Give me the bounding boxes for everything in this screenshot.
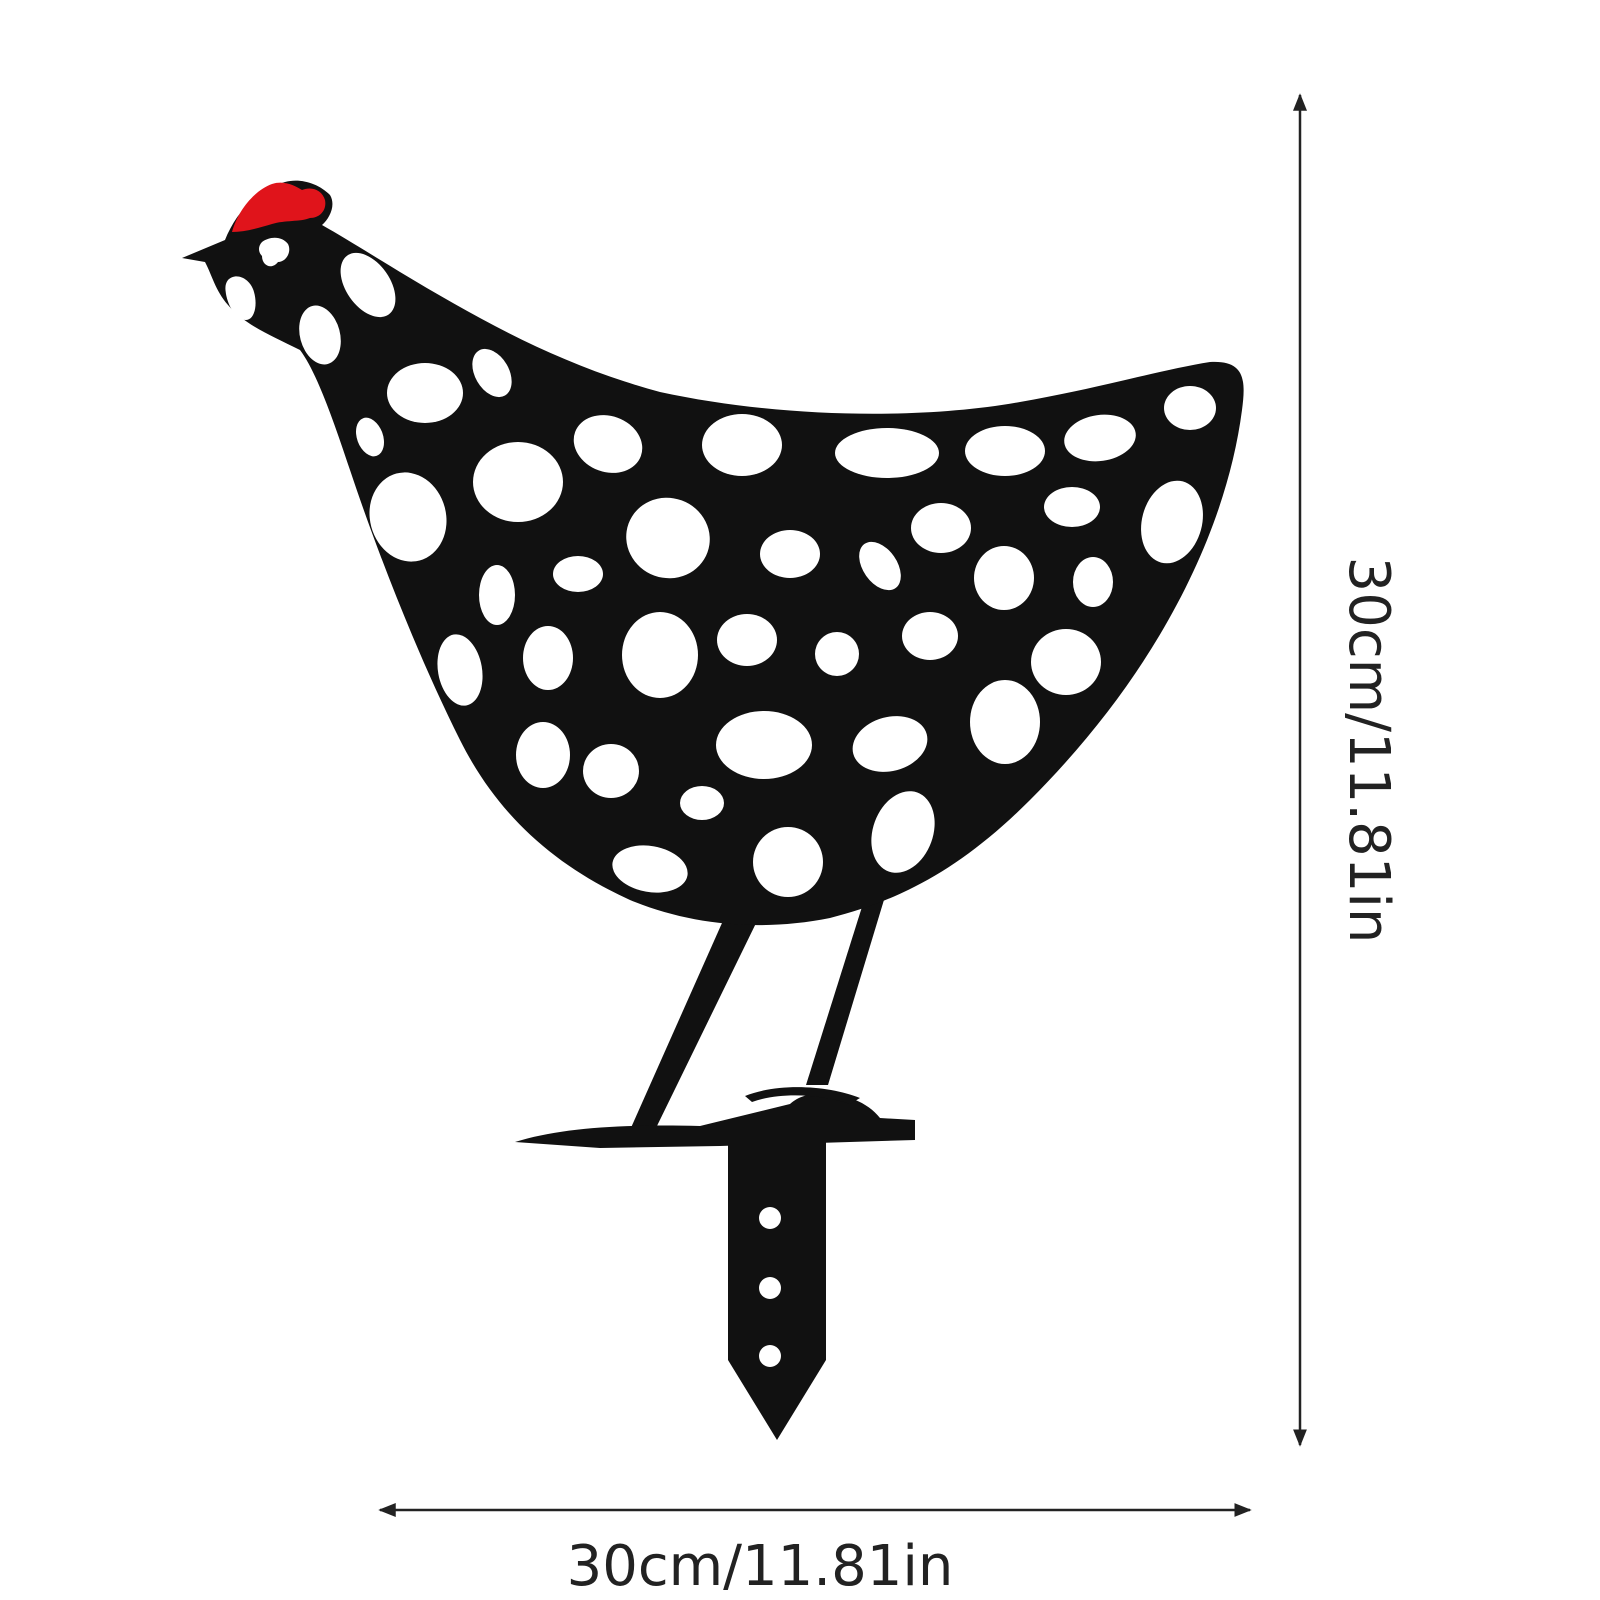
stake-hole — [759, 1207, 781, 1229]
chicken-leg-right — [806, 875, 890, 1085]
height-dimension-label: 30cm/11.81in — [1336, 557, 1401, 944]
chicken-wattle-hole — [225, 276, 256, 320]
chicken-leg-left — [630, 905, 760, 1130]
chicken-base — [515, 1093, 915, 1148]
chicken-silhouette-icon — [182, 180, 1244, 1440]
chicken-eye — [259, 237, 290, 267]
chicken-comb — [232, 182, 326, 232]
stake-hole — [759, 1277, 781, 1299]
chicken-toe — [745, 1087, 860, 1104]
chicken-spots — [299, 252, 1216, 897]
stake-hole — [759, 1345, 781, 1367]
width-dimension-label: 30cm/11.81in — [567, 1534, 954, 1599]
